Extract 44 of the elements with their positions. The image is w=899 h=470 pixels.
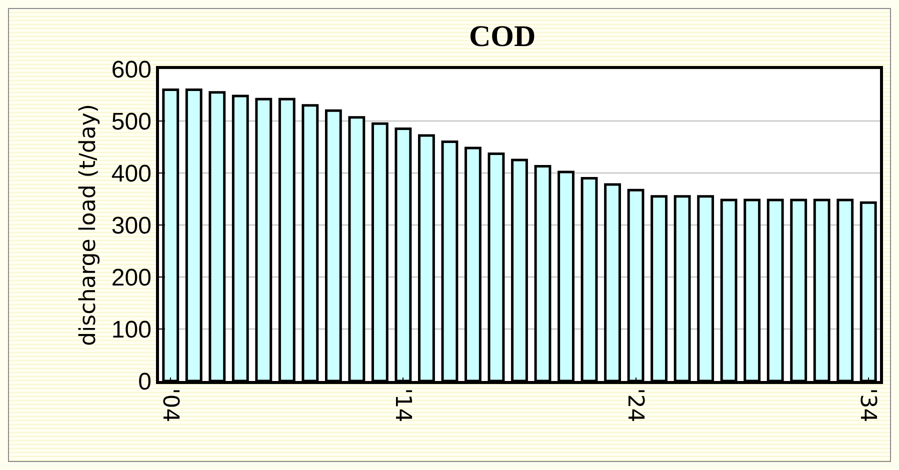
bar xyxy=(488,152,505,381)
bar xyxy=(441,140,458,381)
bar xyxy=(860,201,877,381)
bar xyxy=(394,128,412,381)
bar xyxy=(744,198,761,381)
y-tick-label: 500 xyxy=(111,108,152,136)
bar xyxy=(232,94,249,381)
bar xyxy=(813,198,830,381)
bar xyxy=(348,116,366,381)
bar xyxy=(604,183,621,381)
bar xyxy=(580,176,598,381)
x-tick-label: '34 xyxy=(855,388,880,422)
bar xyxy=(650,195,668,381)
bar xyxy=(674,195,691,381)
y-tick-label: 100 xyxy=(111,316,152,344)
bar xyxy=(720,198,738,381)
bar xyxy=(697,195,714,381)
y-tick-label: 200 xyxy=(111,264,152,292)
bar xyxy=(511,158,528,381)
x-tick-label: '14 xyxy=(390,388,416,422)
y-tick-label: 300 xyxy=(111,212,152,240)
bar xyxy=(255,98,272,381)
bar xyxy=(627,188,644,381)
bar xyxy=(324,109,342,381)
y-tick-label: 400 xyxy=(111,160,152,188)
bar xyxy=(558,170,574,381)
bar xyxy=(836,198,854,381)
bar xyxy=(418,134,435,381)
bar xyxy=(185,88,202,381)
bar xyxy=(790,198,808,381)
bar xyxy=(464,146,482,381)
x-tick-label: '04 xyxy=(157,388,182,422)
bar xyxy=(278,98,296,381)
bar xyxy=(534,164,552,381)
y-axis-title: discharge load (t/day) xyxy=(76,104,102,346)
chart-title: COD xyxy=(469,20,536,53)
bar xyxy=(371,122,388,381)
x-tick-label: '24 xyxy=(622,388,648,422)
y-tick-label: 0 xyxy=(138,368,152,396)
y-tick-label: 600 xyxy=(111,56,152,84)
bar xyxy=(208,91,226,381)
bar xyxy=(766,198,784,381)
bar xyxy=(302,104,319,381)
bar xyxy=(162,88,180,381)
